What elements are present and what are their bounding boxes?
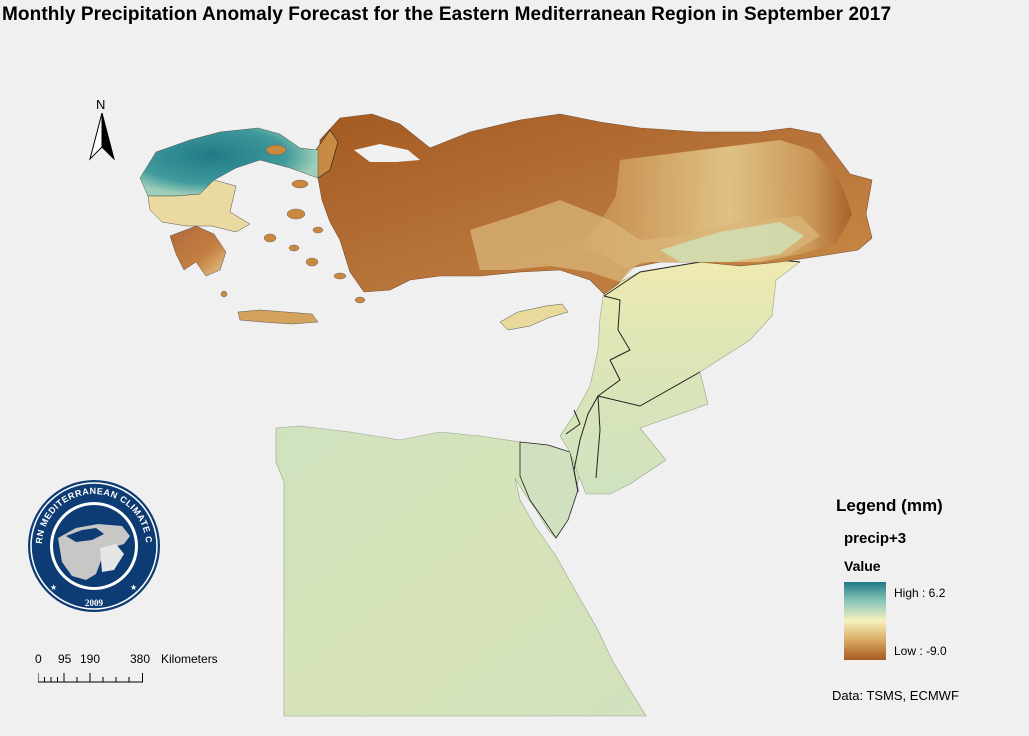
- svg-text:★: ★: [50, 583, 57, 592]
- svg-text:★: ★: [130, 583, 137, 592]
- legend-low-label: Low : -9.0: [894, 644, 947, 658]
- map-title: Monthly Precipitation Anomaly Forecast f…: [2, 4, 892, 25]
- scale-tick-0: 0: [35, 652, 42, 666]
- scale-bar: 0 95 190 380 Kilometers: [30, 652, 230, 692]
- north-label: N: [96, 97, 106, 112]
- legend-color-ramp: [844, 582, 886, 660]
- legend-title: Legend (mm): [836, 496, 943, 515]
- legend-field-name: Value: [844, 558, 881, 574]
- scale-tick-190: 190: [80, 652, 101, 666]
- aegean-islands: [220, 144, 366, 304]
- scale-tick-95: 95: [58, 652, 72, 666]
- legend: Legend (mm) precip+3 Value High : 6.2 Lo…: [836, 496, 1016, 660]
- emcc-seal: EASTERN MEDITERRANEAN CLIMATE CENTRE 200…: [23, 470, 160, 612]
- scale-unit: Kilometers: [161, 652, 218, 666]
- region-levant: [559, 257, 801, 495]
- scale-bar-ruler: [38, 673, 143, 683]
- logo-year: 2009: [85, 598, 104, 608]
- region-anatolia-cool: [660, 222, 804, 262]
- legend-layer-name: precip+3: [844, 530, 907, 547]
- scale-tick-380: 380: [130, 652, 151, 666]
- legend-high-label: High : 6.2: [894, 586, 946, 600]
- north-arrow: N: [88, 97, 118, 161]
- region-central-greece: [147, 179, 251, 233]
- region-sinai: [519, 441, 579, 539]
- emcc-logo: EASTERN MEDITERRANEAN CLIMATE CENTRE 200…: [23, 470, 162, 614]
- region-cyprus: [499, 303, 569, 331]
- region-crete: [237, 309, 319, 325]
- north-arrow-icon: [89, 113, 115, 161]
- sea-of-marmara: [354, 144, 420, 162]
- region-peloponnese: [169, 225, 227, 277]
- data-credit: Data: TSMS, ECMWF: [832, 688, 959, 703]
